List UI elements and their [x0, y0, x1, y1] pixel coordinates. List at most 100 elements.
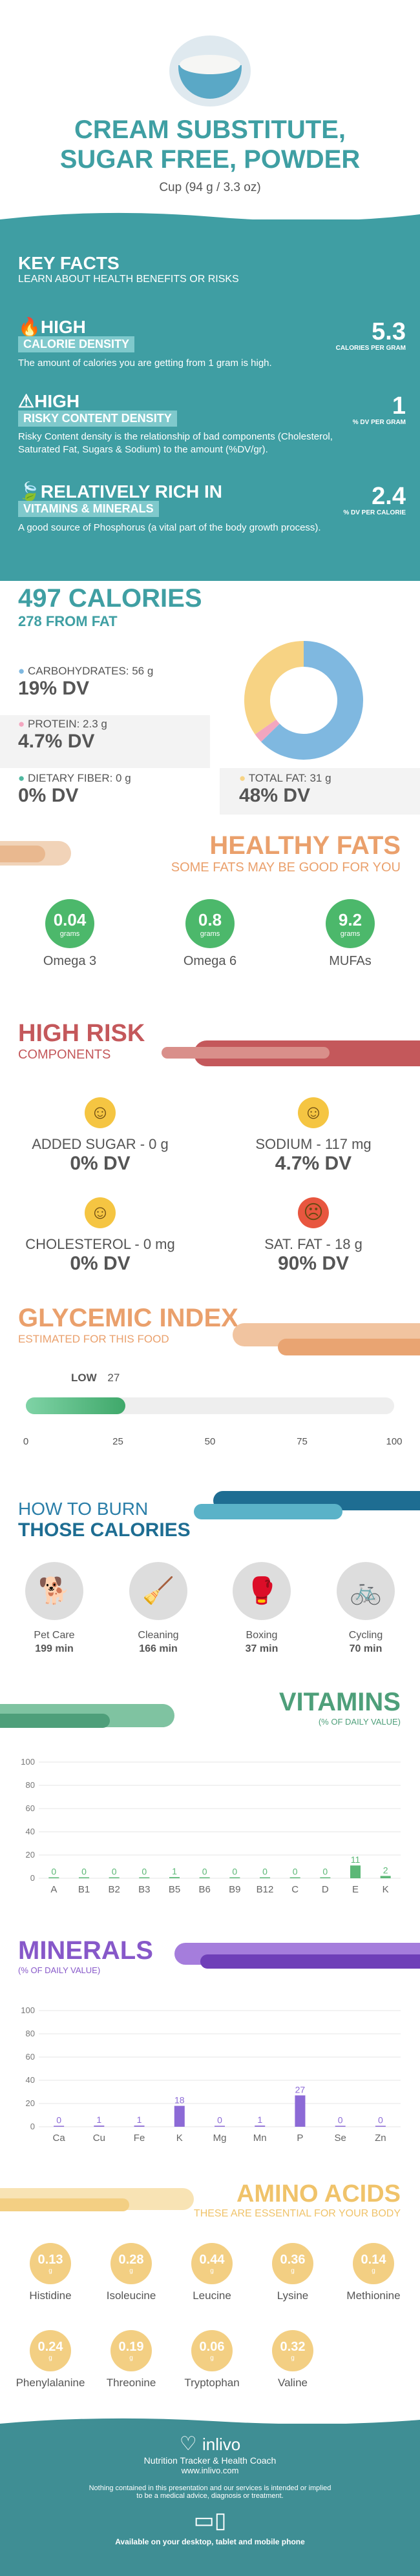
- fat-bubble: 0.8 grams: [185, 899, 235, 948]
- footer-available: Available on your desktop, tablet and mo…: [115, 2537, 305, 2546]
- activity-name: Boxing: [246, 1630, 278, 1641]
- bar-value-label: 0: [142, 1867, 147, 1877]
- bar-value-label: 0: [322, 1867, 328, 1877]
- fat-dot: ●: [239, 772, 246, 784]
- risk-label: SAT. FAT - 18 g: [264, 1236, 362, 1252]
- key-fact-desc: A good source of Phosphorus (a vital par…: [18, 522, 321, 533]
- carb-dot: ●: [18, 665, 25, 677]
- activity-image: 🥊: [233, 1562, 291, 1620]
- happy-face-icon: ☺: [298, 1097, 329, 1128]
- protein-dot: ●: [18, 718, 25, 730]
- amino-header: AMINO ACIDS THESE ARE ESSENTIAL FOR YOUR…: [194, 2180, 401, 2220]
- amino-name: Valine: [278, 2377, 308, 2389]
- calories-header: 497 CALORIES 278 FROM FAT: [18, 584, 202, 630]
- x-tick-label: Mg: [213, 2133, 227, 2144]
- bar-value-label: 0: [217, 2115, 222, 2125]
- fat-name: MUFAs: [329, 954, 372, 968]
- key-fact-unit: CALORIES PER GRAM: [335, 345, 406, 352]
- footer-url[interactable]: www.inlivo.com: [181, 2466, 239, 2475]
- amino-unit: g: [48, 2267, 52, 2275]
- glycemic-tick: 100: [386, 1436, 403, 1447]
- risk-dv: 0% DV: [70, 1253, 131, 1274]
- flame-icon: 🔥: [18, 317, 41, 337]
- vitamins-header: VITAMINS (% OF DAILY VALUE): [279, 1688, 401, 1727]
- devices-icon: ▭▯: [193, 2508, 227, 2533]
- decor-stripe: [0, 846, 45, 862]
- amino-value: 0.28: [118, 2253, 144, 2267]
- amino-name: Isoleucine: [106, 2289, 156, 2302]
- glycemic-title: GLYCEMIC INDEX: [18, 1304, 238, 1332]
- donut-slice-total-fat: [244, 641, 304, 735]
- amino-name: Methionine: [346, 2289, 401, 2302]
- warning-icon: ⚠: [18, 391, 35, 411]
- key-fact-desc: The amount of calories you are getting f…: [18, 358, 272, 369]
- y-tick-label: 40: [26, 1827, 35, 1836]
- calories-from-fat: 278 FROM FAT: [18, 613, 118, 629]
- amino-bubble: 0.24 g: [30, 2330, 71, 2371]
- burn-title-line2: THOSE CALORIES: [18, 1519, 191, 1541]
- key-fact-calorie-density: 🔥HIGH CALORIE DENSITY The amount of calo…: [18, 316, 406, 369]
- activity-minutes: 166 min: [139, 1643, 178, 1654]
- amino-name: Phenylalanine: [16, 2377, 85, 2389]
- amino-value: 0.24: [37, 2340, 63, 2354]
- amino-title: AMINO ACIDS: [236, 2180, 401, 2207]
- glycemic-tick: 75: [297, 1436, 308, 1447]
- x-tick-label: B9: [229, 1884, 240, 1895]
- bar-value-label: 0: [378, 2115, 383, 2125]
- activity-minutes: 70 min: [349, 1643, 383, 1654]
- bar-se: [335, 2125, 346, 2127]
- fat-name: Omega 6: [183, 954, 237, 968]
- bar-a: [48, 1877, 59, 1878]
- key-fact-desc: Risky Content density is the relationshi…: [18, 431, 333, 455]
- bar-b2: [109, 1877, 120, 1878]
- bar-b3: [139, 1877, 150, 1878]
- calories-title: 497 CALORIES: [18, 584, 202, 613]
- activity-image: 🧹: [129, 1562, 187, 1620]
- decor-stripe: [162, 1047, 330, 1059]
- key-fact-risky-content: ⚠HIGH RISKY CONTENT DENSITY Risky Conten…: [18, 390, 406, 456]
- glycemic-track: [26, 1397, 394, 1414]
- risk-dv: 4.7% DV: [275, 1153, 352, 1174]
- bar-value-label: 0: [51, 1867, 56, 1877]
- decor-stripe: [0, 1714, 110, 1728]
- risk-label: CHOLESTEROL - 0 mg: [25, 1236, 175, 1252]
- amino-value: 0.44: [199, 2253, 225, 2267]
- fat-unit: grams: [200, 929, 220, 938]
- bar-cu: [94, 2125, 105, 2127]
- bar-value-label: 0: [338, 2115, 343, 2125]
- amino-value: 0.19: [118, 2340, 144, 2354]
- amino-unit: g: [291, 2355, 295, 2362]
- y-tick-label: 100: [21, 2005, 35, 2015]
- bar-p: [295, 2095, 306, 2127]
- key-fact-value: 5.3: [372, 318, 406, 345]
- x-tick-label: B12: [257, 1884, 274, 1895]
- leaf-icon: 🍃: [18, 482, 41, 502]
- bar-value-label: 0: [112, 1867, 117, 1877]
- bar-value-label: 1: [96, 2115, 101, 2125]
- donut-slice-protein: [255, 719, 280, 742]
- x-tick-label: D: [322, 1884, 329, 1895]
- amino-name: Threonine: [106, 2377, 156, 2389]
- x-tick-label: Zn: [375, 2133, 386, 2144]
- amino-name: Leucine: [193, 2289, 231, 2302]
- glycemic-tick: 50: [204, 1436, 216, 1447]
- amino-unit: g: [291, 2267, 295, 2275]
- y-tick-label: 60: [26, 2052, 35, 2062]
- bar-c: [289, 1877, 300, 1878]
- macro-donut-chart: [244, 641, 363, 760]
- amino-unit: g: [210, 2267, 214, 2275]
- bar-value-label: 0: [56, 2115, 61, 2125]
- food-image: [169, 35, 251, 106]
- x-tick-label: K: [176, 2133, 183, 2144]
- amino-unit: g: [48, 2355, 52, 2362]
- bar-e: [350, 1865, 361, 1878]
- amino-unit: g: [129, 2267, 133, 2275]
- key-fact-label: RISKY CONTENT DENSITY: [18, 411, 177, 427]
- bar-b12: [260, 1877, 270, 1878]
- y-tick-label: 80: [26, 1780, 35, 1790]
- key-fact-value: 2.4: [372, 483, 406, 510]
- healthy-fats-title: HEALTHY FATS: [209, 831, 401, 860]
- amino-bubble: 0.13 g: [30, 2243, 71, 2284]
- fat-dv: 48% DV: [239, 785, 311, 806]
